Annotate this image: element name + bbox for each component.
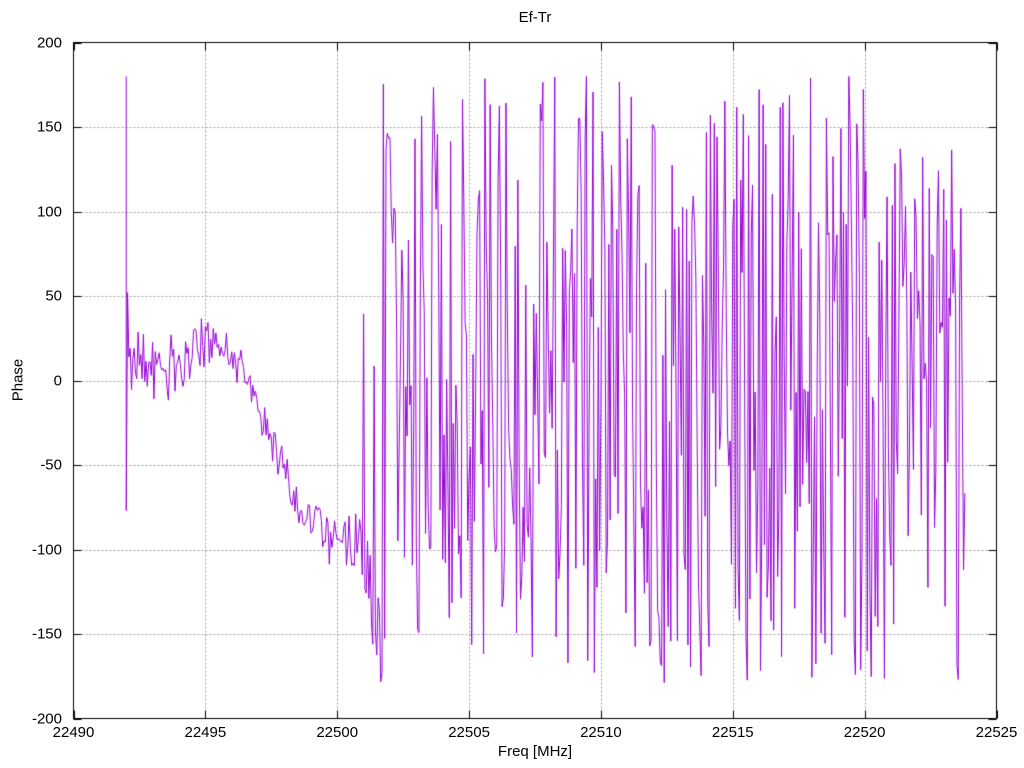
y-tick-label: 0: [53, 372, 62, 389]
y-tick-label: -50: [40, 456, 62, 474]
x-tick-label: 22515: [711, 724, 754, 741]
y-tick-label: 100: [36, 203, 62, 220]
y-tick-label: -100: [31, 541, 62, 558]
chart-title: Ef-Tr: [518, 9, 552, 26]
x-tick-label: 22495: [184, 724, 227, 741]
x-tick-label: 22510: [580, 724, 622, 741]
x-tick-label: 22525: [975, 724, 1018, 741]
x-tick-label: 22490: [52, 724, 95, 741]
x-tick-label: 22500: [316, 724, 359, 741]
x-tick-label: 22520: [843, 724, 886, 741]
y-tick-label: 50: [45, 287, 62, 305]
y-tick-label: 150: [36, 118, 62, 136]
y-tick-label: 200: [36, 34, 62, 51]
y-tick-label: -150: [31, 625, 62, 643]
x-axis-label: Freq [MHz]: [497, 743, 573, 760]
x-tick-label: 22505: [448, 724, 490, 741]
y-tick-label: -200: [31, 710, 62, 727]
